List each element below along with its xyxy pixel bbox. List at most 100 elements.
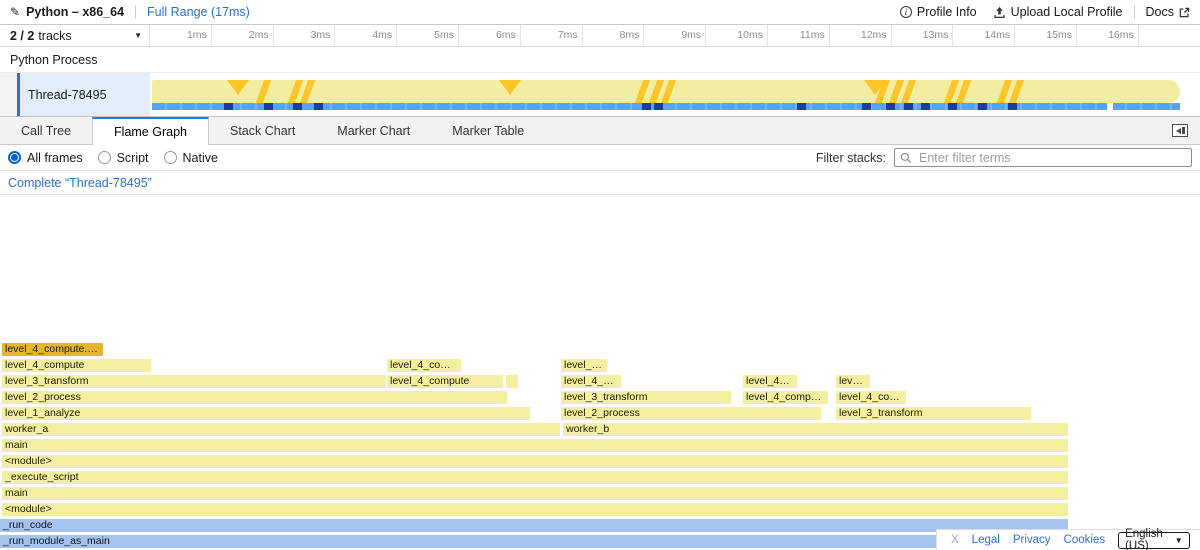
flame-box[interactable]: level_4_compute [561, 359, 607, 372]
flame-box[interactable]: level_4_compute [743, 375, 797, 388]
track-marker-slash [1008, 80, 1025, 103]
radio-label: Script [116, 150, 149, 165]
ruler-tick: 12ms [830, 25, 892, 46]
radio-label: Native [182, 150, 218, 165]
tracks-dropdown-arrow-icon[interactable]: ▼ [134, 31, 142, 40]
activity-band [152, 80, 1180, 103]
search-icon [900, 152, 912, 164]
language-select[interactable]: English (US) ▼ [1118, 528, 1190, 550]
tracks-count: 2 / 2 [10, 28, 35, 43]
flame-box[interactable]: level_4_compute [836, 391, 906, 404]
ruler-tick: 10ms [706, 25, 768, 46]
flame-box[interactable]: level_3_transform [836, 407, 1031, 420]
radio-label: All frames [27, 150, 83, 165]
radio-button[interactable] [8, 151, 21, 164]
flame-graph-canvas[interactable]: level_4_compute.<locals>level_4_computel… [0, 195, 1200, 550]
track-marker-slash [634, 80, 651, 103]
divider [135, 5, 137, 19]
divider [1133, 5, 1135, 19]
radio-all-frames[interactable]: All frames [8, 151, 83, 165]
flame-box[interactable]: worker_a [2, 423, 560, 436]
strip-segment [264, 103, 273, 110]
strip-segment [1008, 103, 1017, 110]
ruler-tick: 6ms [459, 25, 521, 46]
flame-box[interactable]: level_1_analyze [2, 407, 530, 420]
top-bar-actions: i Profile Info Upload Local Profile Docs [884, 5, 1200, 19]
flame-box[interactable]: <module> [2, 503, 1068, 516]
flame-box[interactable]: worker_b [563, 423, 1068, 436]
flame-box[interactable]: _run_module_as_main [0, 535, 1068, 548]
ruler-tick: 11ms [768, 25, 830, 46]
track-gutter [0, 73, 17, 116]
radio-button[interactable] [163, 151, 177, 164]
filter-stacks-input[interactable] [917, 149, 1186, 166]
track-marker-slash [900, 80, 917, 103]
flame-box[interactable]: <module> [2, 455, 1068, 468]
footer: X Legal Privacy Cookies English (US) ▼ [936, 528, 1200, 550]
track-marker-slash [255, 80, 272, 103]
timeline-header: 2 / 2 tracks ▼ 1ms 2ms 3ms 4ms 5ms 6ms 7ms 8ms 9… [0, 25, 1200, 47]
ruler-tick: 14ms [953, 25, 1016, 46]
tab-flame-graph[interactable]: Flame Graph [92, 117, 209, 145]
footer-link-legal[interactable]: Legal [971, 534, 1000, 546]
flame-box[interactable]: level_4_compute [836, 375, 870, 388]
flame-box[interactable] [506, 375, 518, 388]
breadcrumb: Complete “Thread-78495” [0, 171, 1200, 195]
track-python-process[interactable]: Python Process [0, 47, 1200, 73]
radio-button[interactable] [97, 151, 111, 164]
thread-activity-graph[interactable] [150, 73, 1200, 116]
info-icon: i [899, 6, 912, 18]
tab-call-tree[interactable]: Call Tree [21, 123, 72, 138]
docs-link[interactable]: Docs [1146, 5, 1190, 19]
flame-box[interactable]: level_2_process [2, 391, 507, 404]
strip-segment [293, 103, 302, 110]
flame-box[interactable]: level_4_compute [387, 359, 461, 372]
flame-box[interactable]: level_2_process [561, 407, 821, 420]
flame-box[interactable]: level_4_compute [561, 375, 621, 388]
flame-box[interactable]: level_4_compute [387, 375, 503, 388]
tracks-count-cell: 2 / 2 tracks ▼ [0, 25, 150, 46]
upload-local-profile-button[interactable]: Upload Local Profile [993, 5, 1123, 19]
flame-box[interactable]: main [2, 439, 1068, 452]
footer-links: X Legal Privacy Cookies [951, 534, 1105, 546]
chevron-down-icon: ▼ [1174, 535, 1183, 545]
flame-box[interactable]: main [2, 487, 1068, 500]
filter-stacks-group: Filter stacks: [816, 148, 1192, 167]
track-marker-triangle [227, 80, 249, 95]
flame-box[interactable]: _execute_script [2, 471, 1068, 484]
strip-segment [224, 103, 233, 110]
flame-box[interactable]: level_4_compute [743, 391, 828, 404]
profile-info-button[interactable]: i Profile Info [899, 5, 977, 19]
radio-native[interactable]: Native [163, 150, 218, 165]
external-link-icon [1179, 7, 1190, 18]
track-thread-label[interactable]: Thread-78495 [17, 73, 150, 116]
flame-box[interactable]: _run_code [0, 519, 1068, 532]
flame-box[interactable]: level_4_compute.<locals> [2, 343, 103, 356]
radio-script[interactable]: Script [97, 150, 149, 165]
footer-link-privacy[interactable]: Privacy [1012, 534, 1051, 546]
edit-profile-name-icon[interactable]: ✎ [10, 5, 21, 19]
breadcrumb-complete-thread[interactable]: Complete “Thread-78495” [8, 175, 152, 190]
tab-marker-chart[interactable]: Marker Chart [337, 123, 411, 138]
footer-link-x[interactable]: X [951, 534, 959, 546]
flame-box[interactable]: level_3_transform [2, 375, 386, 388]
frame-filter-radios: All frames Script Native [8, 151, 218, 165]
tab-marker-table[interactable]: Marker Table [452, 123, 525, 138]
strip-segment [642, 103, 651, 110]
flame-box[interactable]: level_3_transform [561, 391, 731, 404]
track-marker-triangle [499, 80, 521, 95]
ruler-tick: 4ms [335, 25, 398, 46]
profile-title: Python – x86_64 [26, 5, 125, 19]
strip-segment [978, 103, 987, 110]
sidebar-toggle-icon[interactable] [1172, 124, 1188, 137]
full-range-button[interactable]: Full Range (17ms) [147, 5, 250, 19]
flame-box[interactable]: level_4_compute [2, 359, 151, 372]
flame-graph-toolbar: All frames Script Native Filter stacks: [0, 145, 1200, 171]
strip-segment [797, 103, 806, 110]
timeline-ruler: 1ms 2ms 3ms 4ms 5ms 6ms 7ms 8ms 9ms 10ms 11ms 12ms 1… [150, 25, 1200, 46]
tab-stack-chart[interactable]: Stack Chart [229, 123, 296, 138]
footer-link-cookies[interactable]: Cookies [1063, 534, 1106, 546]
filter-stacks-label: Filter stacks: [815, 150, 886, 165]
ruler-tick: 13ms [892, 25, 954, 46]
